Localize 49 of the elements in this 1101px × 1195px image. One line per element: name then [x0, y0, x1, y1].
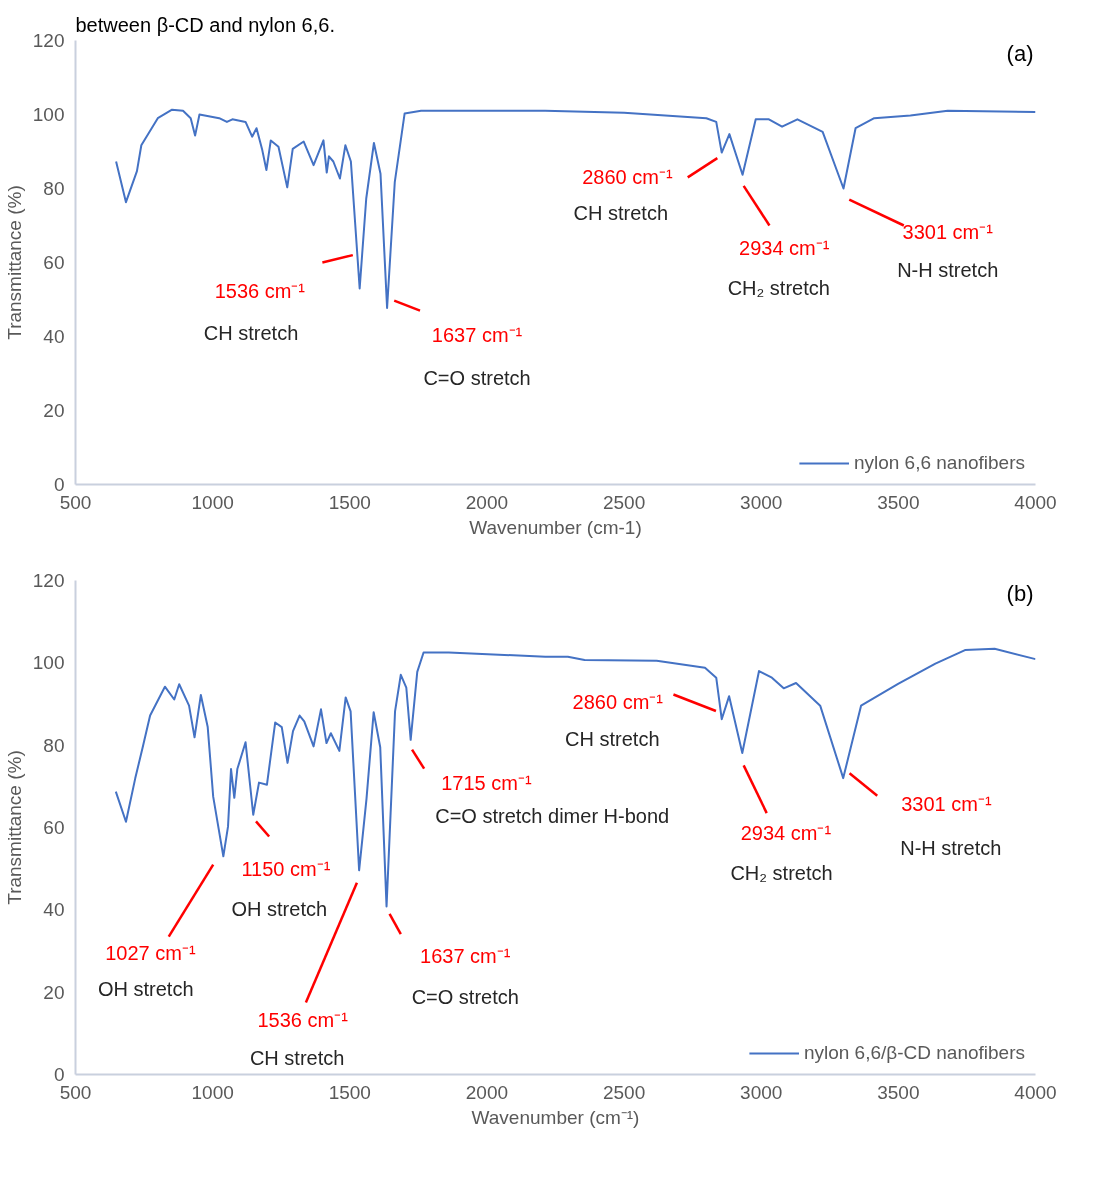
annotation: 1715 cm⁻¹ C=O stretch dimer H-bond: [435, 772, 670, 827]
y-axis-title: Transmittance (%): [3, 185, 25, 340]
y-tick-label: 100: [32, 104, 65, 125]
y-tick-label: 60: [43, 817, 65, 838]
annotation: 3301 cm⁻¹ N-H stretch: [897, 220, 999, 281]
y-tick-label: 60: [43, 252, 65, 273]
x-tick-label: 1500: [328, 491, 371, 513]
chart-title: between β-CD and nylon 6,6.: [75, 13, 335, 36]
annotation: 1027 cm⁻¹ OH stretch: [97, 942, 196, 1000]
annotation: 1536 cm⁻¹ CH stretch: [203, 279, 306, 344]
x-tick-label: 3000: [740, 491, 783, 513]
line-series: [115, 108, 1036, 310]
x-tick-label: 2500: [602, 491, 646, 513]
y-tick-label: 20: [43, 981, 65, 1003]
x-tick-label: 2500: [602, 1081, 646, 1103]
x-axis-title: Wavenumber (cm⁻¹): [471, 1106, 640, 1128]
x-tick-label: 3500: [877, 491, 920, 513]
annotation: 1637 cm⁻¹ C=O stretch: [423, 324, 531, 390]
annotation: (a): [1006, 40, 1034, 66]
annotation: 1637 cm⁻¹ C=O stretch: [411, 944, 519, 1009]
y-tick-label: 20: [43, 400, 65, 421]
y-tick-label: 80: [43, 178, 65, 199]
x-tick-label: 3500: [877, 1081, 920, 1103]
annotation: (b): [1006, 580, 1034, 606]
annotation: 3301 cm⁻¹ N-H stretch: [900, 793, 1002, 860]
annotation: 2860 cm⁻¹ CH stretch: [565, 690, 664, 750]
y-tick-label: 100: [32, 652, 65, 674]
x-tick-label: 1500: [328, 1081, 371, 1103]
annotation: 1150 cm⁻¹ OH stretch: [231, 857, 331, 921]
y-tick-label: 80: [43, 734, 65, 756]
annotation: 2934 cm⁻¹ CH₂ stretch: [727, 236, 830, 300]
annotation: 1536 cm⁻¹ CH stretch: [249, 1008, 349, 1070]
annotation: 2860 cm⁻¹ CH stretch: [573, 166, 673, 225]
legend-label: nylon 6,6 nanofibers: [853, 452, 1025, 474]
legend-label: nylon 6,6/β-CD nanofibers: [803, 1042, 1025, 1064]
y-tick-label: 120: [32, 570, 65, 591]
x-tick-label: 1000: [191, 491, 234, 513]
x-tick-label: 3000: [740, 1081, 783, 1103]
x-tick-label: 2000: [465, 1081, 509, 1103]
x-tick-label: 1000: [191, 1081, 234, 1103]
x-tick-label: 2000: [465, 491, 509, 513]
x-tick-label: 4000: [1014, 491, 1057, 513]
y-tick-label: 40: [43, 326, 65, 347]
y-tick-label: 120: [32, 30, 65, 51]
x-tick-label: 4000: [1014, 1081, 1057, 1103]
annotation: 2934 cm⁻¹ CH₂ stretch: [730, 821, 833, 885]
y-tick-label: 40: [43, 899, 65, 921]
y-axis-title: Transmittance (%): [3, 750, 25, 905]
x-axis-title: Wavenumber (cm-1): [469, 516, 642, 538]
